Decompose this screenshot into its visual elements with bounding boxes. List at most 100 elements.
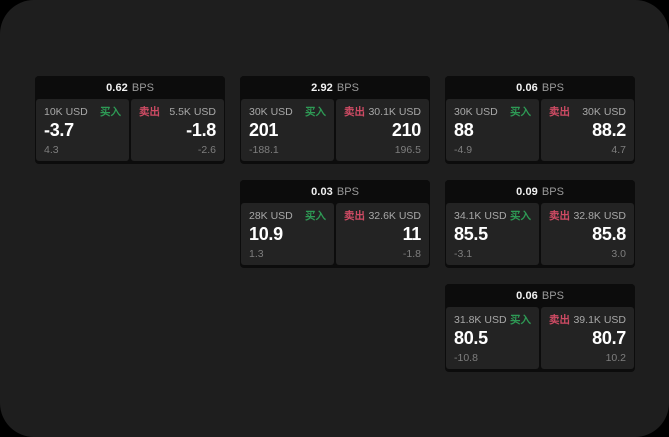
buy-size-label: 34.1K USD	[454, 209, 507, 222]
sell-price: 11	[402, 224, 422, 244]
card-body: 34.1K USD 买入 85.5 -3.1 卖出 32.8K USD 85.8 3.0	[445, 203, 635, 266]
sell-side-tag: 卖出	[549, 210, 570, 222]
sell-panel-foot: 196.5	[344, 143, 421, 156]
buy-panel-top: 28K USD 买入	[249, 209, 326, 223]
sell-side-panel[interactable]: 卖出 30.1K USD 210 196.5	[336, 99, 429, 161]
buy-delta-value: -3.1	[454, 247, 473, 260]
card-header: 2.92 BPS	[240, 76, 430, 99]
buy-side-panel[interactable]: 28K USD 买入 10.9 1.3	[241, 203, 334, 265]
buy-panel-top: 31.8K USD 买入	[454, 313, 531, 327]
buy-side-panel[interactable]: 34.1K USD 买入 85.5 -3.1	[446, 203, 539, 265]
buy-side-panel[interactable]: 30K USD 买入 88 -4.9	[446, 99, 539, 161]
sell-size-label: 32.8K USD	[573, 209, 626, 222]
quote-card[interactable]: 0.06 BPS 30K USD 买入 88 -4.9 卖出 30K USD 88.2 4.7	[445, 76, 635, 164]
sell-panel-foot: -2.6	[139, 143, 216, 156]
sell-panel-top: 卖出 32.8K USD	[549, 209, 626, 223]
sell-panel-foot: 10.2	[549, 351, 626, 364]
bps-value: 0.09	[516, 185, 538, 198]
sell-panel-foot: 3.0	[549, 247, 626, 260]
buy-price: 85.5	[454, 224, 488, 244]
bps-unit-label: BPS	[336, 185, 359, 198]
sell-delta-value: 196.5	[394, 143, 421, 156]
sell-price-row: 11	[344, 223, 422, 245]
sell-panel-foot: -1.8	[344, 247, 421, 260]
quote-card[interactable]: 2.92 BPS 30K USD 买入 201 -188.1 卖出 30.1K USD 210 1…	[240, 76, 430, 164]
buy-size-label: 10K USD	[44, 105, 88, 118]
bps-value: 0.62	[106, 81, 128, 94]
sell-side-panel[interactable]: 卖出 39.1K USD 80.7 10.2	[541, 307, 634, 369]
sell-price: -1.8	[186, 120, 216, 140]
quote-board: 0.62 BPS 10K USD 买入 -3.7 4.3 卖出 5.5K USD -1.8 -2.…	[35, 76, 635, 381]
buy-price-row: 88	[454, 119, 531, 141]
buy-price-row: 85.5	[454, 223, 531, 245]
buy-size-label: 31.8K USD	[454, 313, 507, 326]
buy-delta-value: -188.1	[249, 143, 279, 156]
buy-panel-top: 30K USD 买入	[454, 105, 531, 119]
sell-delta-value: 4.7	[611, 143, 626, 156]
buy-price: 80.5	[454, 328, 488, 348]
card-header: 0.06 BPS	[445, 284, 635, 307]
sell-price: 210	[391, 120, 421, 140]
sell-price-row: 85.8	[549, 223, 626, 245]
buy-price: 10.9	[249, 224, 283, 244]
buy-side-tag: 买入	[305, 106, 326, 118]
sell-price: 88.2	[592, 120, 626, 140]
sell-side-tag: 卖出	[344, 106, 365, 118]
card-body: 30K USD 买入 201 -188.1 卖出 30.1K USD 210 196.5	[240, 99, 430, 162]
bps-unit-label: BPS	[336, 81, 359, 94]
sell-size-label: 5.5K USD	[169, 105, 216, 118]
sell-side-tag: 卖出	[549, 106, 570, 118]
sell-delta-value: -1.8	[402, 247, 421, 260]
buy-panel-top: 10K USD 买入	[44, 105, 121, 119]
bps-unit-label: BPS	[541, 81, 564, 94]
buy-side-tag: 买入	[510, 314, 531, 326]
buy-panel-top: 30K USD 买入	[249, 105, 326, 119]
buy-panel-foot: -10.8	[454, 351, 531, 364]
bps-unit-label: BPS	[541, 289, 564, 302]
buy-panel-foot: 1.3	[249, 247, 326, 260]
sell-delta-value: 10.2	[605, 351, 626, 364]
buy-delta-value: 4.3	[44, 143, 59, 156]
sell-side-tag: 卖出	[549, 314, 570, 326]
sell-price-row: 88.2	[549, 119, 626, 141]
sell-price: 85.8	[592, 224, 626, 244]
sell-delta-value: 3.0	[611, 247, 626, 260]
sell-price-row: 80.7	[549, 327, 626, 349]
buy-panel-foot: 4.3	[44, 143, 121, 156]
buy-delta-value: -10.8	[454, 351, 478, 364]
buy-side-panel[interactable]: 31.8K USD 买入 80.5 -10.8	[446, 307, 539, 369]
quote-card[interactable]: 0.09 BPS 34.1K USD 买入 85.5 -3.1 卖出 32.8K USD 85.…	[445, 180, 635, 268]
quote-card[interactable]: 0.62 BPS 10K USD 买入 -3.7 4.3 卖出 5.5K USD -1.8 -2.…	[35, 76, 225, 164]
sell-size-label: 32.6K USD	[368, 209, 421, 222]
sell-panel-foot: 4.7	[549, 143, 626, 156]
card-header: 0.06 BPS	[445, 76, 635, 99]
card-header: 0.62 BPS	[35, 76, 225, 99]
quote-card[interactable]: 0.03 BPS 28K USD 买入 10.9 1.3 卖出 32.6K USD 11 -1.8	[240, 180, 430, 268]
bps-value: 2.92	[311, 81, 333, 94]
card-body: 31.8K USD 买入 80.5 -10.8 卖出 39.1K USD 80.7 10.2	[445, 307, 635, 370]
sell-side-tag: 卖出	[139, 106, 160, 118]
buy-side-panel[interactable]: 30K USD 买入 201 -188.1	[241, 99, 334, 161]
sell-size-label: 30.1K USD	[368, 105, 421, 118]
buy-price: 201	[249, 120, 279, 140]
sell-side-tag: 卖出	[344, 210, 365, 222]
sell-price-row: 210	[344, 119, 421, 141]
sell-size-label: 30K USD	[582, 105, 626, 118]
buy-side-panel[interactable]: 10K USD 买入 -3.7 4.3	[36, 99, 129, 161]
card-header: 0.09 BPS	[445, 180, 635, 203]
sell-side-panel[interactable]: 卖出 32.8K USD 85.8 3.0	[541, 203, 634, 265]
buy-panel-foot: -3.1	[454, 247, 531, 260]
sell-side-panel[interactable]: 卖出 32.6K USD 11 -1.8	[336, 203, 429, 265]
sell-panel-top: 卖出 30.1K USD	[344, 105, 421, 119]
card-body: 10K USD 买入 -3.7 4.3 卖出 5.5K USD -1.8 -2.6	[35, 99, 225, 162]
sell-delta-value: -2.6	[197, 143, 216, 156]
sell-side-panel[interactable]: 卖出 5.5K USD -1.8 -2.6	[131, 99, 224, 161]
buy-delta-value: 1.3	[249, 247, 264, 260]
sell-side-panel[interactable]: 卖出 30K USD 88.2 4.7	[541, 99, 634, 161]
card-body: 28K USD 买入 10.9 1.3 卖出 32.6K USD 11 -1.8	[240, 203, 430, 266]
buy-price: -3.7	[44, 120, 74, 140]
quote-card[interactable]: 0.06 BPS 31.8K USD 买入 80.5 -10.8 卖出 39.1K USD 80…	[445, 284, 635, 372]
buy-panel-top: 34.1K USD 买入	[454, 209, 531, 223]
sell-panel-top: 卖出 30K USD	[549, 105, 626, 119]
sell-price: 80.7	[592, 328, 626, 348]
